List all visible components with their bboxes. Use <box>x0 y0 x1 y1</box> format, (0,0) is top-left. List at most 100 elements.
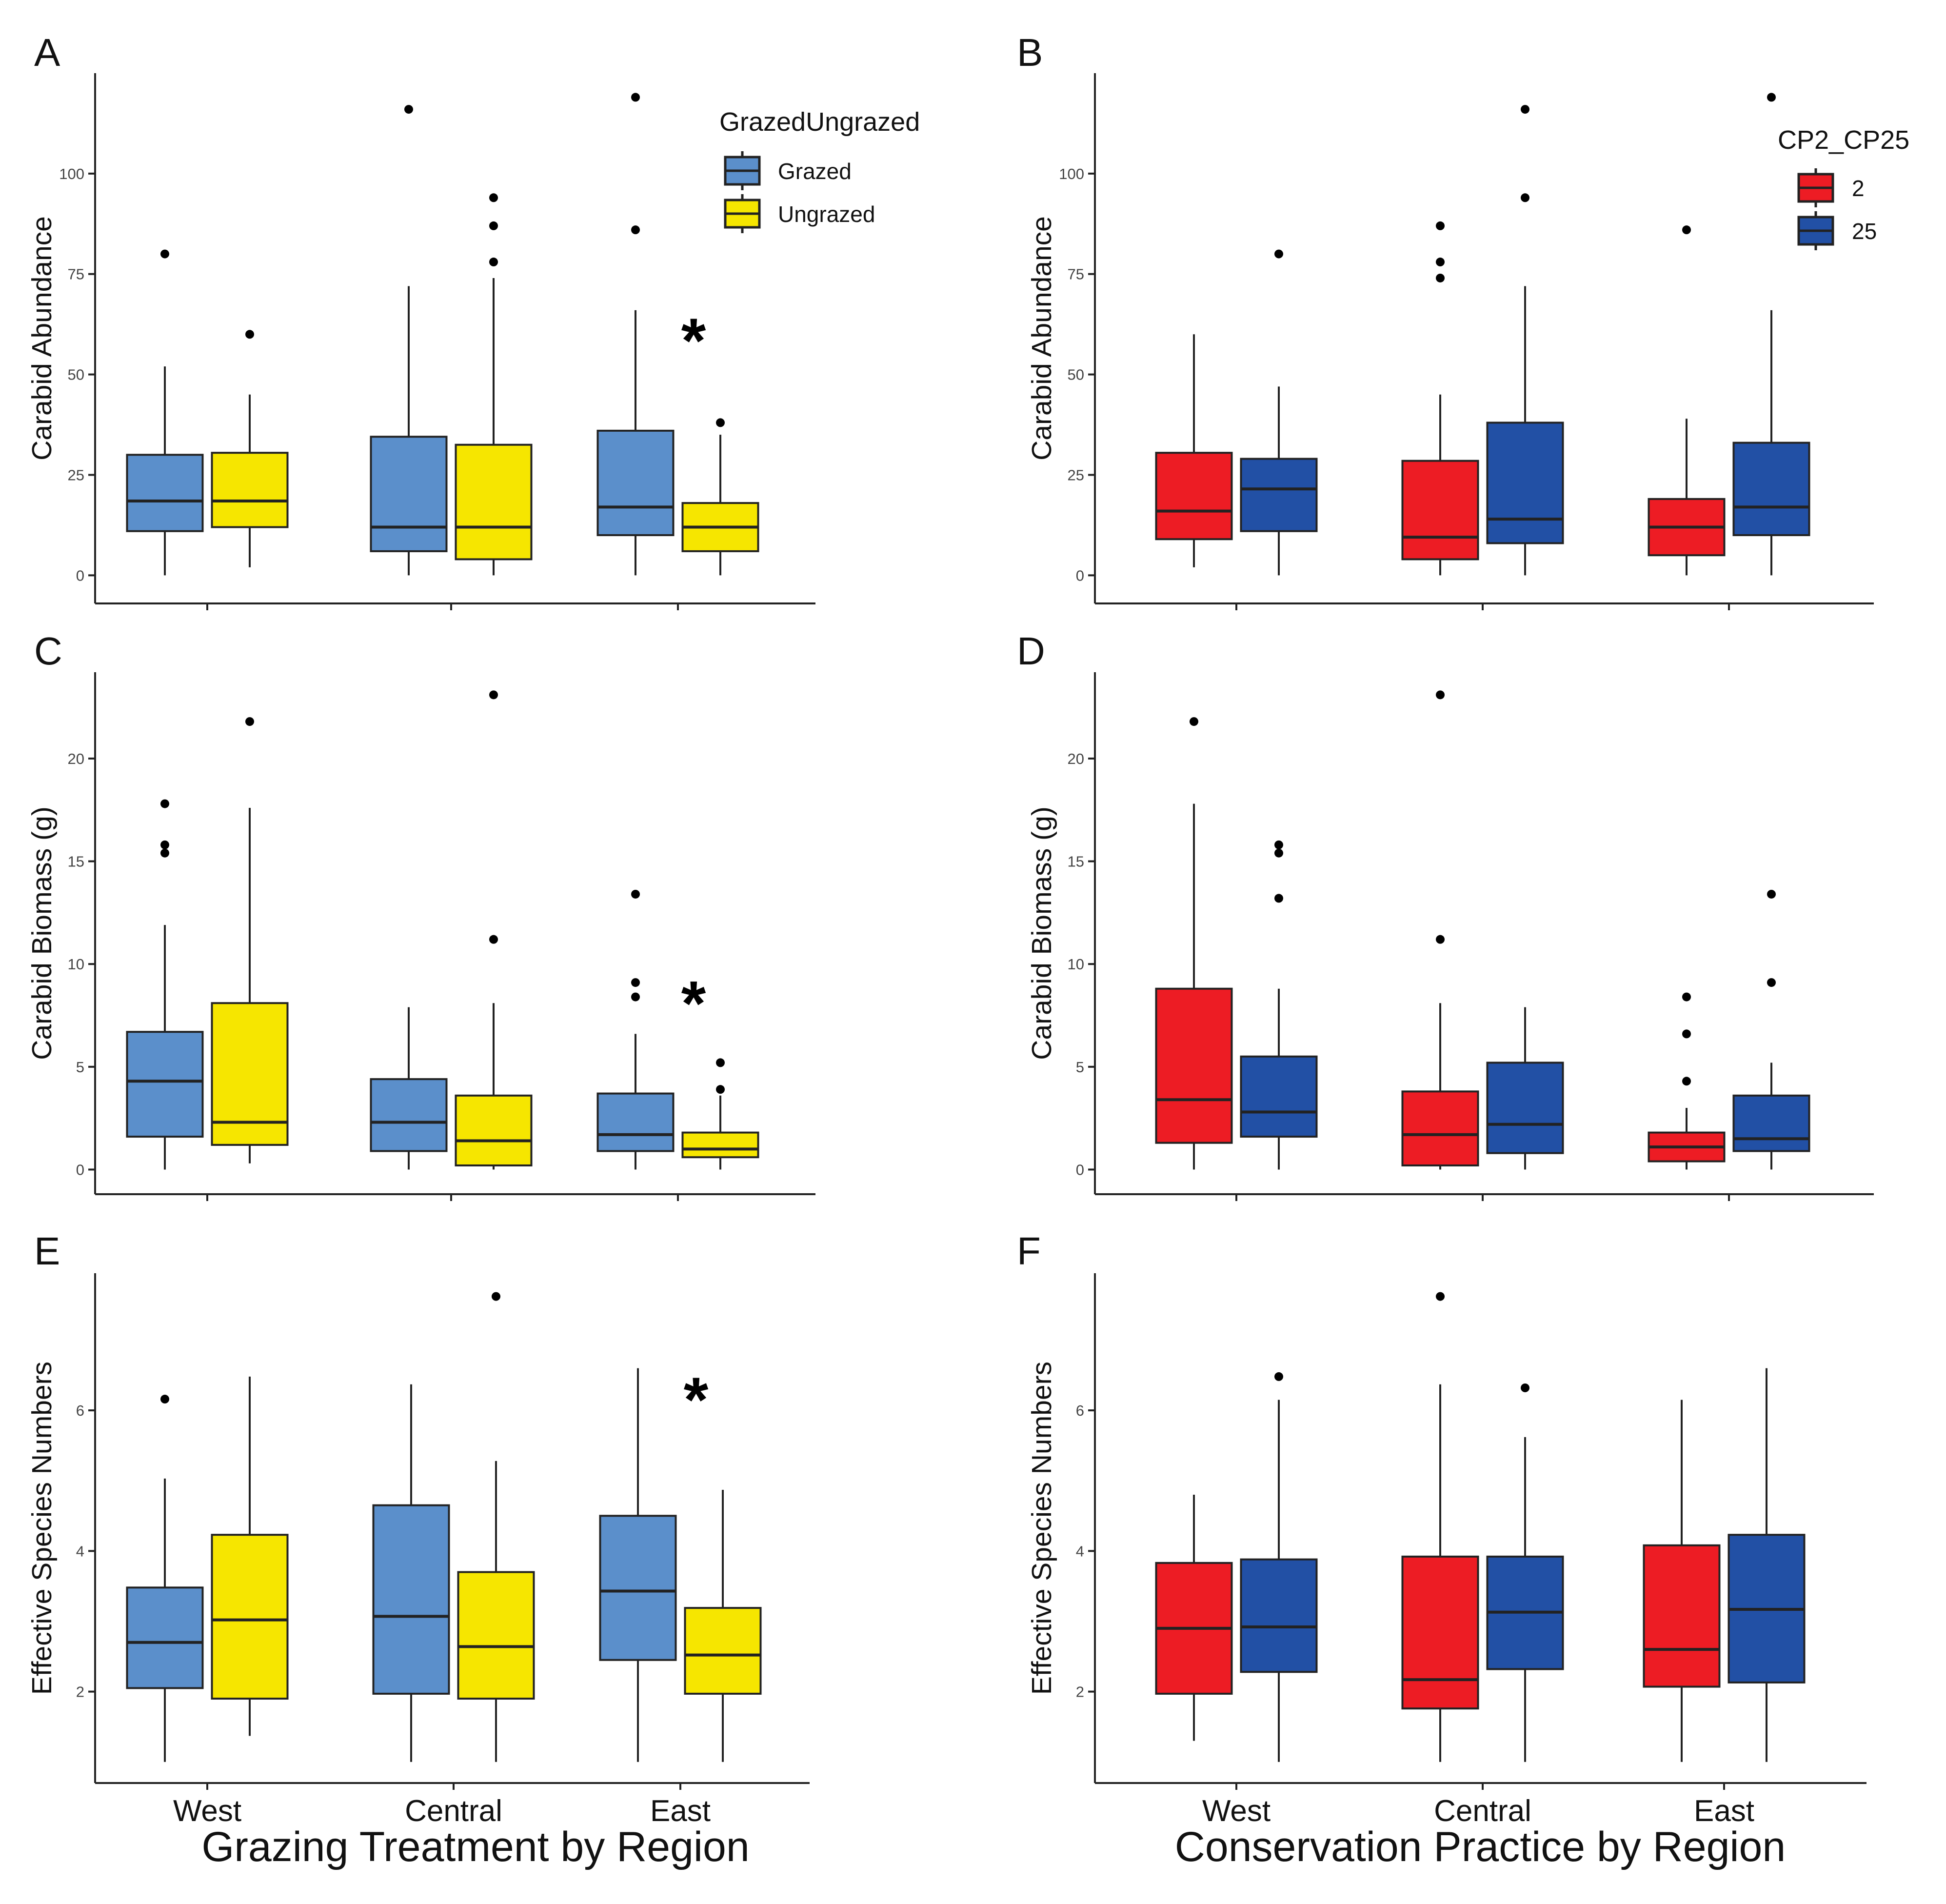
box-C-ungrazed-east <box>681 1131 759 1159</box>
outlier-A-grazed-west-0 <box>160 249 169 259</box>
outlier-F-25-west-0 <box>1274 1372 1283 1381</box>
panel-label-A: A <box>34 31 60 74</box>
outlier-D-25-east-1 <box>1767 889 1776 899</box>
outlier-C-grazed-east-1 <box>631 978 640 987</box>
outlier-C-ungrazed-east-0 <box>716 1085 725 1094</box>
box-D-2-west <box>1155 987 1233 1144</box>
outlier-C-grazed-west-2 <box>160 799 169 808</box>
panel-F: F 2 4 6 Effective Species Numbers West Central… <box>1017 1229 1867 1828</box>
outlier-D-2-central-1 <box>1436 690 1445 700</box>
y-tick-label-F-0: 2 <box>1076 1684 1084 1701</box>
y-tick-label-E-0: 2 <box>76 1684 84 1701</box>
outlier-A-ungrazed-central-0 <box>489 258 498 267</box>
x-tick-label-E-2: East <box>650 1794 711 1828</box>
outlier-F-25-central-0 <box>1521 1383 1529 1392</box>
box-B-2-west <box>1155 452 1233 541</box>
outlier-B-2-east-0 <box>1682 225 1691 235</box>
y-tick-label-D-0: 0 <box>1076 1161 1084 1178</box>
box-D-25-east <box>1732 1094 1810 1152</box>
box-B-25-east <box>1732 441 1810 537</box>
legend-conservation-title: CP2_CP25 <box>1778 125 1909 155</box>
outlier-B-2-central-2 <box>1436 221 1445 230</box>
y-axis-title-F: Effective Species Numbers <box>1026 1362 1057 1695</box>
outlier-A-grazed-east-0 <box>631 225 640 235</box>
outlier-C-ungrazed-central-1 <box>489 690 498 700</box>
outlier-C-ungrazed-west-0 <box>245 717 254 726</box>
y-tick-label-D-3: 15 <box>1068 853 1084 870</box>
outlier-A-ungrazed-central-2 <box>489 193 498 202</box>
y-tick-label-A-2: 50 <box>68 366 84 383</box>
y-tick-label-D-4: 20 <box>1068 750 1084 767</box>
outlier-D-2-west-0 <box>1190 717 1198 726</box>
panel-label-E: E <box>34 1229 60 1273</box>
y-tick-label-B-0: 0 <box>1076 567 1084 584</box>
y-tick-label-B-1: 25 <box>1068 466 1084 483</box>
box-F-2-central <box>1401 1555 1479 1710</box>
box-B-25-central <box>1486 421 1564 544</box>
y-tick-label-A-1: 25 <box>68 466 84 483</box>
legend-grazing: GrazedUngrazed Grazed Ungrazed <box>719 107 920 233</box>
panel-label-C: C <box>34 629 62 673</box>
outlier-B-2-central-0 <box>1436 273 1445 282</box>
outlier-C-grazed-west-0 <box>160 848 169 858</box>
box-E-ungrazed-west <box>211 1534 289 1700</box>
outlier-B-2-central-1 <box>1436 258 1445 267</box>
legend-grazing-label-1: Ungrazed <box>778 201 875 227</box>
y-tick-label-F-1: 4 <box>1076 1543 1084 1560</box>
outlier-B-25-central-1 <box>1521 105 1529 114</box>
y-tick-label-C-2: 10 <box>68 956 84 973</box>
y-tick-label-C-1: 5 <box>76 1059 84 1076</box>
y-tick-label-B-3: 75 <box>1068 266 1084 283</box>
box-F-25-west <box>1240 1558 1318 1673</box>
legend-conservation-label-1: 25 <box>1852 219 1877 244</box>
box-A-grazed-east <box>596 429 675 537</box>
y-tick-label-E-2: 6 <box>76 1402 84 1419</box>
outlier-D-2-east-0 <box>1682 1077 1691 1086</box>
outlier-D-2-east-1 <box>1682 1029 1691 1039</box>
box-F-2-east <box>1643 1544 1721 1688</box>
outlier-A-grazed-central-0 <box>404 105 413 114</box>
y-axis-title-C: Carabid Biomass (g) <box>26 806 58 1060</box>
outlier-C-ungrazed-central-0 <box>489 935 498 944</box>
panel-label-B: B <box>1017 31 1043 74</box>
y-tick-label-F-2: 6 <box>1076 1402 1084 1419</box>
panel-A: A 0 25 50 75 100 Carabid Abundance * <box>26 31 815 610</box>
box-A-grazed-central <box>370 436 448 552</box>
legend-grazing-label-0: Grazed <box>778 159 852 184</box>
outlier-F-2-central-0 <box>1436 1292 1445 1301</box>
box-C-grazed-west <box>126 1031 204 1138</box>
y-tick-label-E-1: 4 <box>76 1543 84 1560</box>
box-C-grazed-central <box>370 1078 448 1152</box>
outlier-E-ungrazed-central-0 <box>492 1292 500 1301</box>
box-A-grazed-west <box>126 454 204 532</box>
y-tick-label-B-4: 100 <box>1059 165 1084 182</box>
x-axis-title-grazing: Grazing Treatment by Region <box>201 1824 749 1870</box>
outlier-C-grazed-east-0 <box>631 992 640 1002</box>
box-B-25-west <box>1240 458 1318 532</box>
box-C-grazed-east <box>596 1092 675 1152</box>
legend-grazing-title: GrazedUngrazed <box>719 107 920 137</box>
legend-conservation: CP2_CP25 2 25 <box>1778 125 1909 250</box>
box-D-2-central <box>1401 1090 1479 1167</box>
outlier-D-25-east-0 <box>1767 978 1776 987</box>
outlier-C-ungrazed-east-1 <box>716 1058 725 1067</box>
x-tick-label-E-1: Central <box>405 1794 502 1828</box>
box-D-25-central <box>1486 1062 1564 1154</box>
outlier-D-2-central-0 <box>1436 935 1445 944</box>
x-tick-label-E-0: West <box>173 1794 241 1828</box>
y-axis-title-E: Effective Species Numbers <box>26 1362 58 1695</box>
y-tick-label-C-4: 20 <box>68 750 84 767</box>
significance-asterisk-C: * <box>681 968 706 1039</box>
box-A-ungrazed-central <box>455 443 533 561</box>
box-B-2-central <box>1401 460 1479 561</box>
box-E-ungrazed-central <box>457 1571 535 1700</box>
y-tick-label-D-1: 5 <box>1076 1059 1084 1076</box>
outlier-B-25-west-0 <box>1274 249 1283 259</box>
outlier-E-grazed-west-0 <box>160 1395 169 1404</box>
outlier-C-grazed-west-1 <box>160 840 169 849</box>
y-tick-label-C-3: 15 <box>68 853 84 870</box>
outlier-A-ungrazed-east-0 <box>716 418 725 427</box>
panel-D: D 0 5 10 15 20 Carabid Biomass (g) <box>1017 629 1874 1201</box>
legend-conservation-label-0: 2 <box>1852 176 1865 201</box>
